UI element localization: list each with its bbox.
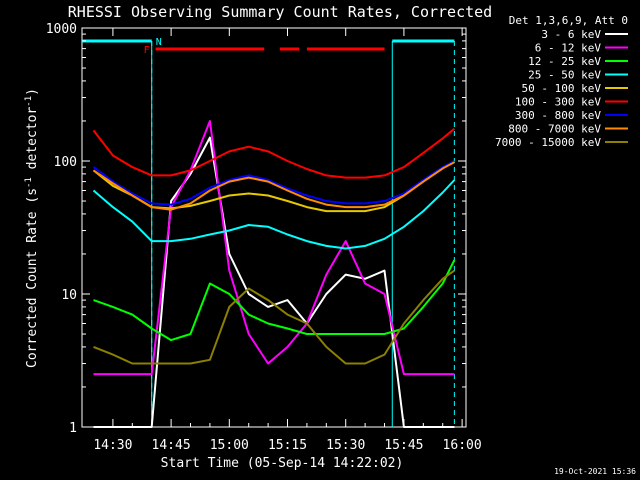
series-line [92,161,455,211]
y-axis: 1 10 100 1000 [46,22,466,436]
x-tick-label: 14:45 [152,438,191,453]
series-line [93,136,455,428]
series-line [92,179,456,250]
x-tick-label: 16:00 [443,438,482,453]
chart-title: RHESSI Observing Summary Count Rates, Co… [68,3,492,21]
y-tick-label: 10 [61,288,77,303]
series-line [93,120,455,376]
y-tick-label: 100 [54,155,77,170]
y-tick-label: 1 [69,421,77,436]
night-marker-label: N [156,37,162,48]
plot-area: NF 14:30 14:45 15:00 15:15 15:30 15:45 16:00 1… [46,22,482,453]
y-axis-label-main: Corrected Count Rate (s [25,188,40,368]
series-line [93,269,455,365]
y-axis-label: Corrected Count Rate (s-1 detector-1) [24,88,40,368]
legend-entry-label: 300 - 800 keV [515,109,601,122]
observation-markers: NF [82,37,455,427]
legend-entry-label: 800 - 7000 keV [508,123,601,136]
legend-header: Det 1,3,6,9, Att 0 [509,14,628,27]
legend-entry-label: 3 - 6 keV [541,28,601,41]
x-axis: 14:30 14:45 15:00 15:15 15:30 15:45 16:00 [93,28,482,453]
x-tick-label: 15:45 [384,438,423,453]
legend-entry-label: 6 - 12 keV [535,42,602,55]
legend-entry-label: 50 - 100 keV [522,82,602,95]
x-tick-label: 15:30 [326,438,365,453]
y-axis-label-end: ) [25,88,40,96]
plot-frame [81,27,467,428]
legend-entry-label: 12 - 25 keV [528,55,601,68]
legend-entry-label: 25 - 50 keV [528,69,601,82]
series-line [92,160,455,206]
y-axis-label-sup2: -1 [24,96,34,107]
timestamp: 19-Oct-2021 15:36 [554,467,636,476]
y-tick-label: 1000 [46,22,77,37]
x-tick-label: 15:15 [268,438,307,453]
x-tick-label: 15:00 [210,438,249,453]
y-axis-label-sup1: -1 [24,177,34,188]
x-tick-label: 14:30 [93,438,132,453]
y-axis-label-mid: detector [25,107,40,178]
legend-entry-label: 7000 - 15000 keV [495,136,601,149]
series-group [92,120,456,428]
series-line [92,127,456,179]
legend-entry-label: 100 - 300 keV [515,96,601,109]
flare-marker-label: F [144,45,150,56]
x-axis-label: Start Time (05-Sep-14 14:22:02) [161,456,404,471]
